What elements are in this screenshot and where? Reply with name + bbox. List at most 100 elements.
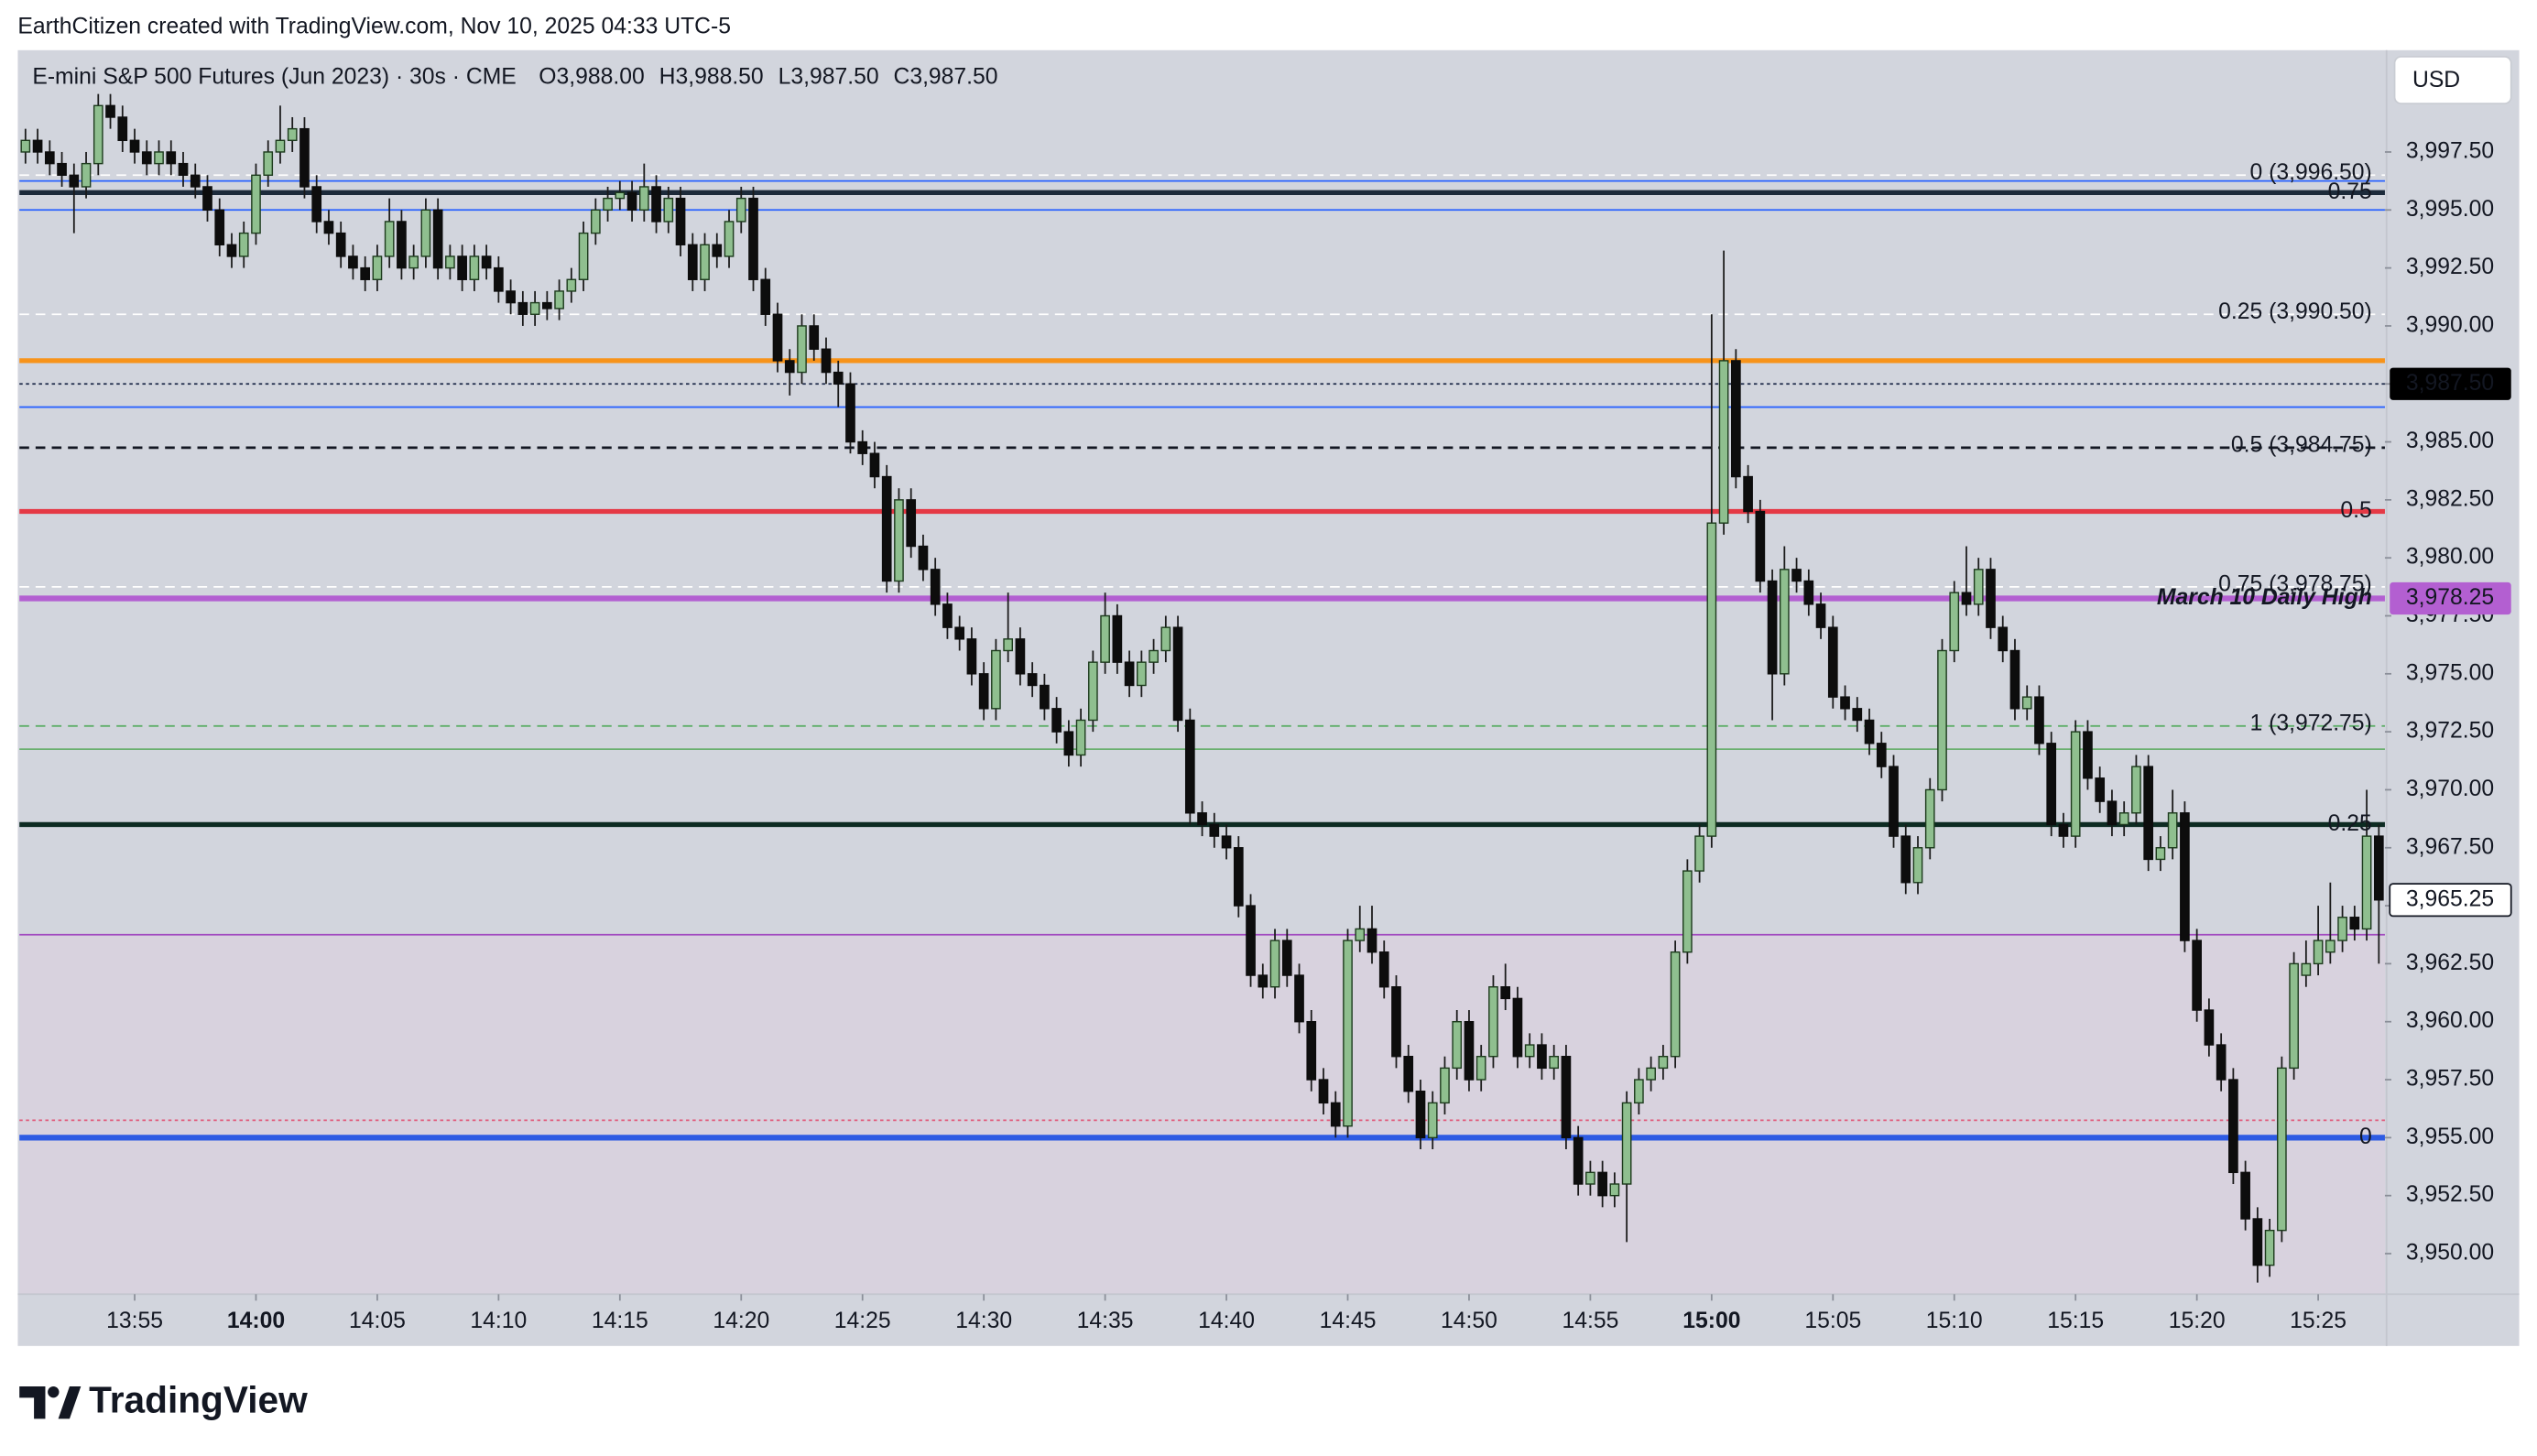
candle-body	[845, 383, 855, 443]
candle-body	[494, 266, 504, 292]
candle-body	[918, 545, 929, 570]
candle-body	[1233, 847, 1244, 907]
candle-body	[1221, 835, 1232, 849]
level-label: 0.25	[2328, 811, 2372, 836]
candle-body	[1864, 719, 1875, 744]
candle-body	[1027, 673, 1038, 687]
candle-body	[2216, 1044, 2227, 1081]
candle-body	[1682, 870, 1693, 953]
y-tick-label: 3,980.00	[2406, 545, 2494, 570]
candle-body	[2167, 812, 2178, 849]
ohlc-value: L3,987.50	[779, 64, 879, 89]
currency[interactable]: USD	[2412, 68, 2460, 92]
y-tick-label: 3,970.00	[2406, 777, 2494, 801]
y-tick-label: 3,985.00	[2406, 429, 2494, 453]
candle-body	[1378, 951, 1389, 988]
candle-body	[445, 255, 455, 269]
candle-body	[1961, 592, 1972, 605]
currency-button[interactable]	[2393, 55, 2512, 104]
candle-body	[1269, 940, 1280, 988]
x-tick-label: 14:45	[1320, 1309, 1377, 1333]
price-tag	[2390, 367, 2511, 400]
x-tick-label: 15:00	[1682, 1309, 1740, 1333]
attribution: EarthCitizen created with TradingView.co…	[17, 15, 731, 39]
candle-body	[1561, 1056, 1572, 1139]
candle-body	[663, 197, 674, 223]
candle-body	[2034, 696, 2044, 744]
candle-body	[1998, 626, 2009, 652]
candle-body	[287, 127, 298, 142]
candle-body	[166, 151, 177, 165]
candle-body	[1149, 649, 1159, 663]
candle-body	[554, 290, 564, 310]
candle-body	[178, 162, 189, 177]
candle-body	[1646, 1067, 1656, 1081]
candle-body	[105, 104, 115, 118]
candle-body	[942, 603, 953, 628]
level-label: 0.75 (3,978.75)	[2218, 572, 2372, 597]
candle-body	[1391, 986, 1401, 1058]
x-tick-label: 15:25	[2290, 1309, 2346, 1333]
candle-body	[32, 139, 43, 153]
candle-body	[2021, 696, 2032, 710]
candle-body	[1464, 1021, 1475, 1081]
candle-body	[2131, 766, 2141, 814]
candle-body	[578, 232, 589, 280]
candle-body	[2361, 835, 2372, 930]
candle-body	[1015, 638, 1026, 675]
candle-body	[2155, 847, 2166, 861]
candle-body	[1318, 1079, 1329, 1104]
candle-body	[93, 104, 103, 165]
candle-body	[1063, 731, 1074, 756]
candle-body	[1779, 569, 1790, 675]
candle-body	[1634, 1079, 1644, 1104]
brand-logo	[19, 1385, 82, 1419]
y-tick-label: 3,950.00	[2406, 1241, 2494, 1266]
candle-body	[1791, 569, 1802, 582]
candle-body	[263, 151, 274, 177]
candle-body	[226, 244, 237, 257]
candle-body	[1112, 614, 1123, 663]
candle-body	[542, 301, 552, 310]
candle-body	[457, 255, 467, 280]
x-tick-label: 14:35	[1077, 1309, 1134, 1333]
ohlc-value: O3,988.00	[539, 64, 644, 89]
candle-body	[978, 673, 989, 710]
candle-body	[1330, 1102, 1341, 1127]
candle-body	[894, 499, 904, 582]
candle-body	[1815, 603, 1826, 628]
candle-body	[529, 301, 540, 315]
candle-body	[275, 139, 286, 153]
candle-body	[2180, 812, 2190, 941]
y-tick-label: 3,955.00	[2406, 1125, 2494, 1149]
candle-body	[1172, 626, 1183, 722]
candle-body	[1488, 986, 1498, 1058]
candle-body	[748, 197, 758, 280]
level-label: 0.5 (3,984.75)	[2231, 433, 2372, 458]
candle-body	[20, 139, 31, 153]
candle-body	[348, 255, 358, 269]
candle-body	[57, 162, 67, 177]
candle-body	[1160, 626, 1171, 652]
candle-body	[2143, 766, 2154, 861]
candle-body	[1537, 1044, 1547, 1070]
candle-body	[141, 151, 152, 165]
symbol-title: E-mini S&P 500 Futures (Jun 2023) · 30s …	[32, 64, 516, 89]
brand: TradingView	[89, 1378, 308, 1420]
candle-body	[1670, 951, 1681, 1058]
candle-body	[2252, 1218, 2263, 1266]
candle-body	[1075, 719, 1086, 756]
candle-body	[1731, 360, 1741, 478]
candle-body	[797, 325, 807, 374]
y-tick-label: 3,972.50	[2406, 719, 2494, 744]
candle-body	[1986, 569, 1996, 628]
candle-body	[2240, 1171, 2250, 1220]
candle-body	[1184, 719, 1195, 814]
candle-body	[1475, 1056, 1486, 1081]
candle-body	[1124, 661, 1135, 687]
y-tick-label: 3,992.50	[2406, 255, 2494, 279]
level-label: 0	[2359, 1125, 2372, 1149]
candle-body	[821, 348, 832, 374]
candle-body	[1100, 614, 1110, 663]
